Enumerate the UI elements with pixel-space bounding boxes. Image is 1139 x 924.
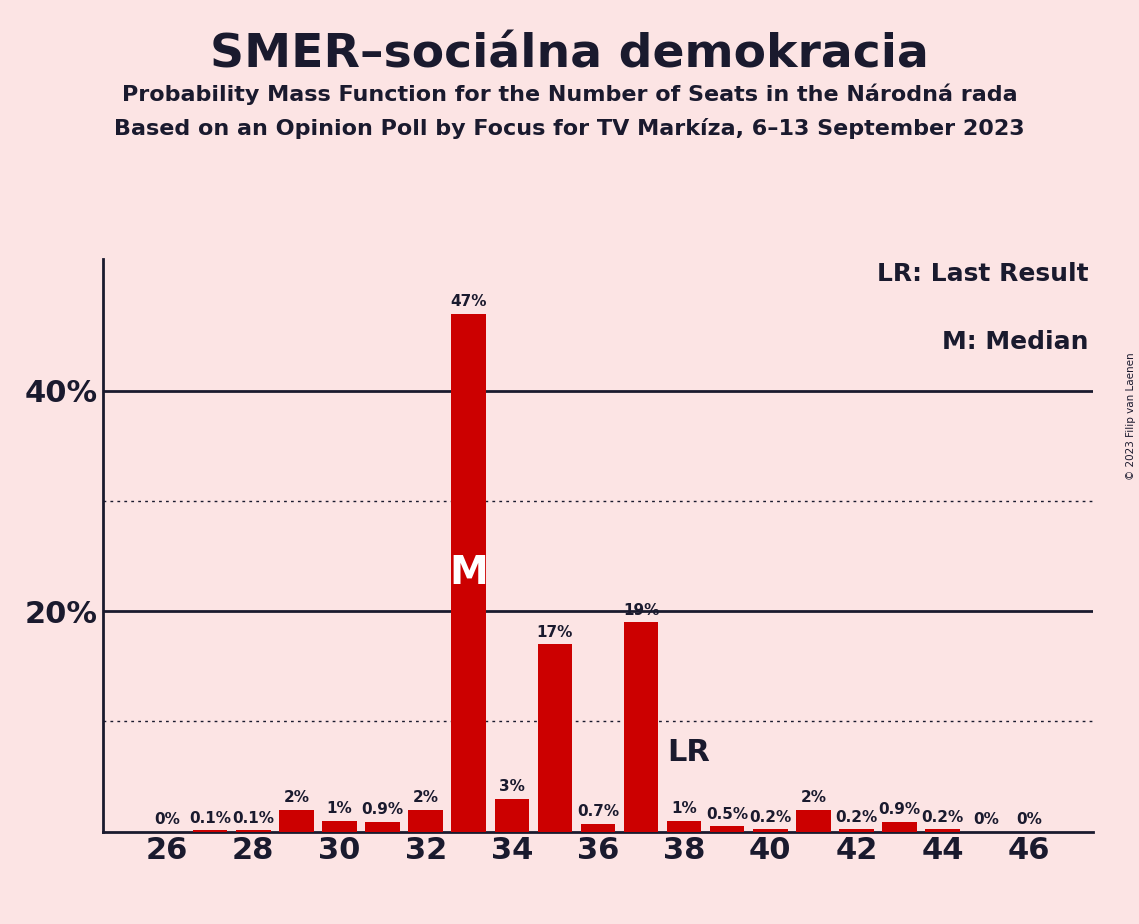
Bar	[839, 830, 874, 832]
Bar	[236, 831, 271, 832]
Text: Probability Mass Function for the Number of Seats in the Národná rada: Probability Mass Function for the Number…	[122, 83, 1017, 104]
Bar	[538, 644, 572, 832]
Text: 0.2%: 0.2%	[835, 810, 878, 825]
Text: 0.1%: 0.1%	[232, 811, 274, 826]
Text: 2%: 2%	[801, 790, 827, 805]
Text: 0%: 0%	[973, 812, 999, 827]
Text: Based on an Opinion Poll by Focus for TV Markíza, 6–13 September 2023: Based on an Opinion Poll by Focus for TV…	[114, 118, 1025, 140]
Text: 17%: 17%	[536, 625, 573, 640]
Bar	[192, 831, 228, 832]
Text: 0.5%: 0.5%	[706, 807, 748, 821]
Text: 47%: 47%	[450, 295, 487, 310]
Text: 2%: 2%	[412, 790, 439, 805]
Text: 0%: 0%	[154, 812, 180, 827]
Text: M: Median: M: Median	[942, 331, 1089, 354]
Bar	[796, 809, 830, 832]
Text: 0%: 0%	[1016, 812, 1042, 827]
Text: 1%: 1%	[671, 801, 697, 816]
Bar	[494, 798, 528, 832]
Text: 0.9%: 0.9%	[878, 802, 920, 817]
Bar	[883, 821, 917, 832]
Text: 1%: 1%	[327, 801, 352, 816]
Text: 0.9%: 0.9%	[361, 802, 403, 817]
Text: 0.2%: 0.2%	[749, 810, 792, 825]
Bar	[925, 830, 960, 832]
Bar	[279, 809, 313, 832]
Text: 3%: 3%	[499, 779, 525, 794]
Text: LR: Last Result: LR: Last Result	[877, 261, 1089, 286]
Bar	[624, 622, 658, 832]
Bar	[753, 830, 787, 832]
Bar	[667, 821, 702, 832]
Text: M: M	[450, 553, 489, 591]
Text: 0.7%: 0.7%	[577, 805, 618, 820]
Bar	[409, 809, 443, 832]
Text: © 2023 Filip van Laenen: © 2023 Filip van Laenen	[1126, 352, 1136, 480]
Bar	[581, 824, 615, 832]
Bar	[366, 821, 400, 832]
Bar	[710, 826, 745, 832]
Text: 0.2%: 0.2%	[921, 810, 964, 825]
Bar	[322, 821, 357, 832]
Text: 2%: 2%	[284, 790, 310, 805]
Text: 19%: 19%	[623, 602, 659, 618]
Bar	[451, 314, 486, 832]
Text: SMER–sociálna demokracia: SMER–sociálna demokracia	[210, 32, 929, 78]
Text: 0.1%: 0.1%	[189, 811, 231, 826]
Text: LR: LR	[667, 737, 710, 767]
